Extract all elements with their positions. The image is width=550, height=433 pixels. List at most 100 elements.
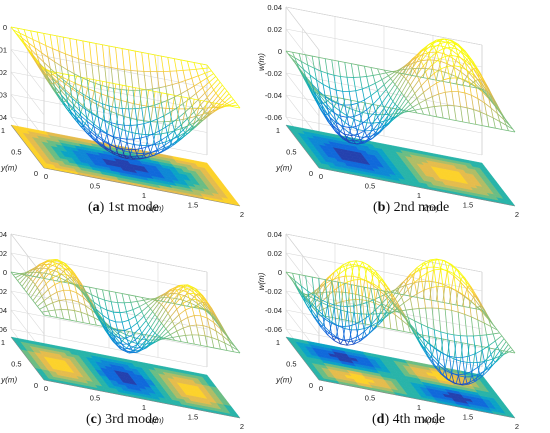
mesh-line-y: [206, 303, 210, 306]
mesh-line-x: [418, 340, 426, 351]
mesh-line-x: [480, 360, 487, 363]
mesh-line-y: [26, 291, 29, 296]
mesh-line-x: [93, 301, 101, 308]
mesh-line-y: [377, 122, 381, 129]
mesh-line-x: [163, 316, 171, 327]
mesh-line-y: [193, 116, 197, 124]
mesh-line-y: [65, 53, 69, 71]
mesh-line-x: [137, 336, 145, 345]
mesh-line-y: [117, 302, 121, 313]
mesh-line-y: [154, 54, 158, 72]
mesh-line-y: [420, 85, 424, 93]
mesh-line-y: [335, 122, 339, 131]
mesh-line-y: [43, 261, 47, 265]
mesh-line-y: [141, 297, 145, 301]
mesh-line-x: [111, 67, 118, 70]
mesh-line-x: [52, 74, 60, 80]
mesh-line-x: [434, 329, 441, 333]
mesh-line-x: [379, 72, 387, 75]
mesh-line-y: [86, 296, 90, 302]
mesh-line-y: [54, 266, 58, 271]
mesh-line-y: [379, 97, 383, 104]
mesh-line-y: [366, 135, 370, 139]
mesh-line-x: [425, 64, 433, 72]
mesh-line-x: [161, 55, 168, 58]
mesh-line-x: [93, 126, 101, 131]
mesh-line-y: [152, 341, 156, 344]
mesh-line-y: [152, 330, 156, 334]
mesh-line-x: [50, 34, 57, 37]
mesh-line-x: [445, 91, 452, 93]
mesh-line-x: [338, 60, 345, 63]
mesh-line-y: [492, 117, 496, 129]
mesh-line-y: [499, 111, 503, 116]
mesh-line-x: [436, 48, 444, 53]
mesh-line-x: [349, 260, 356, 263]
mesh-line-x: [303, 68, 311, 76]
mesh-line-y: [49, 261, 53, 265]
mesh-line-y: [123, 330, 127, 339]
mesh-line-x: [470, 70, 479, 80]
mesh-line-x: [364, 102, 372, 105]
mesh-line-y: [187, 284, 190, 287]
mesh-line-y: [200, 114, 204, 120]
mesh-line-y: [219, 81, 223, 86]
mesh-line-y: [69, 270, 73, 278]
mesh-line-x: [137, 343, 145, 345]
mesh-line-y: [224, 342, 228, 351]
mesh-line-y: [488, 88, 492, 94]
mesh-line-y: [117, 330, 121, 339]
mesh-line-x: [218, 339, 225, 344]
mesh-line-x: [401, 81, 409, 94]
mesh-line-y: [490, 95, 494, 99]
mesh-line-x: [375, 300, 383, 305]
mesh-line-y: [169, 139, 173, 146]
mesh-line-x: [427, 72, 435, 80]
mesh-line-x: [121, 293, 129, 296]
mesh-line-x: [486, 358, 494, 362]
mesh-line-x: [475, 124, 483, 127]
mesh-line-x: [301, 61, 308, 66]
y-axis-label: y(m): [275, 164, 292, 173]
mesh-line-y: [21, 37, 25, 43]
mesh-line-y: [316, 99, 320, 106]
mesh-line-x: [198, 334, 206, 337]
mesh-line-y: [457, 43, 461, 48]
mesh-line-x: [447, 333, 454, 336]
mesh-line-y: [152, 311, 156, 315]
mesh-line-x: [384, 327, 391, 330]
mesh-line-y: [202, 302, 206, 310]
mesh-line-x: [353, 340, 361, 345]
mesh-line-x: [69, 38, 77, 41]
mesh-line-y: [21, 273, 25, 276]
mesh-line-y: [154, 299, 158, 302]
mesh-line-y: [193, 293, 197, 300]
mesh-line-y: [154, 150, 158, 156]
mesh-line-y: [154, 143, 158, 151]
mesh-line-x: [54, 281, 62, 285]
mesh-line-x: [117, 153, 125, 156]
mesh-line-y: [342, 91, 346, 106]
mesh-line-y: [139, 88, 143, 105]
mesh-line-y: [52, 259, 55, 262]
mesh-line-x: [43, 32, 51, 35]
mesh-line-y: [111, 98, 115, 112]
mesh-line-y: [333, 129, 337, 133]
mesh-line-y: [100, 130, 103, 141]
mesh-line-y: [193, 287, 197, 290]
mesh-line-y: [372, 133, 376, 138]
mesh-line-y: [416, 52, 420, 58]
mesh-line-y: [348, 91, 352, 105]
mesh-line-x: [349, 107, 357, 112]
mesh-line-y: [89, 287, 92, 295]
mesh-line-x: [447, 63, 454, 68]
mesh-line-y: [45, 45, 49, 58]
mesh-line-y: [398, 67, 402, 71]
mesh-line-x: [102, 314, 110, 320]
mesh-line-x: [135, 107, 142, 110]
mesh-line-y: [163, 337, 167, 340]
panel-d: 0.04 0.02 0 -0.02 -0.04 -0.06 0 0.5 1 1.5 2 0 0.5 1 w(…: [257, 218, 550, 431]
mesh-line-y: [84, 295, 88, 300]
mesh-line-y: [143, 123, 147, 137]
mesh-line-y: [364, 66, 367, 77]
